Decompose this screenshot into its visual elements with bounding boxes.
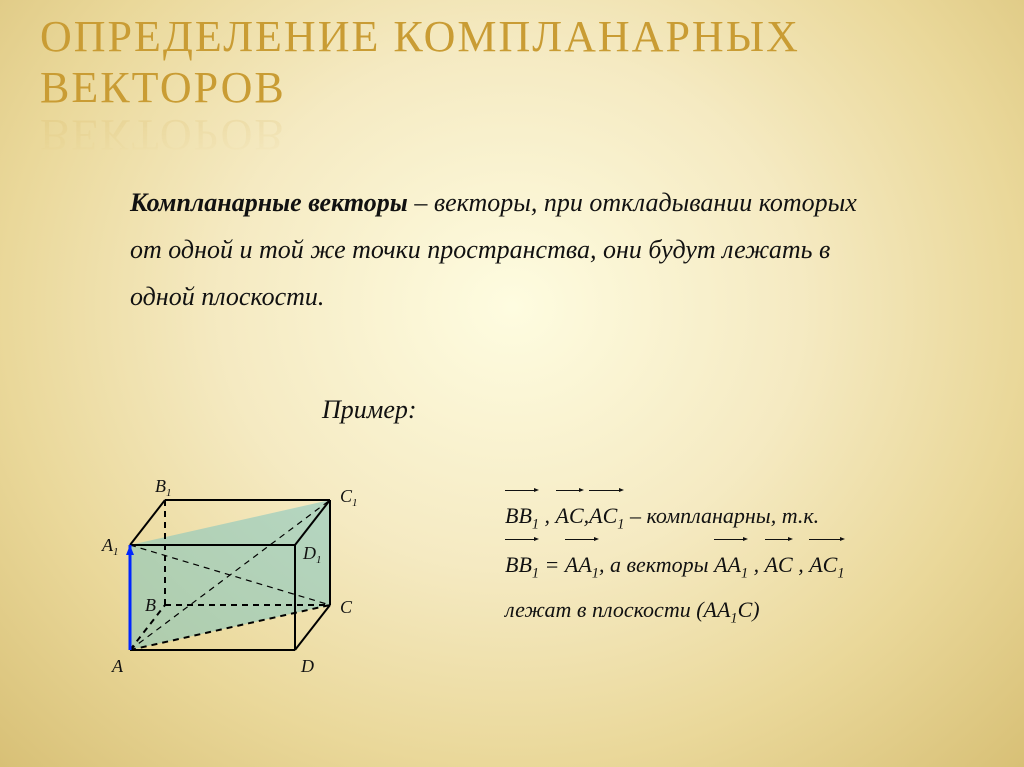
- math-line3-text: лежат в плоскости (AA: [505, 597, 730, 622]
- math-line1: BB1 , AC,AC1 – компланарны, т.к.: [505, 490, 845, 539]
- vertex-label-D: D: [300, 656, 314, 676]
- vector-BB1-b: BB1: [505, 539, 539, 588]
- title-reflection: ВЕКТОРОВ: [40, 109, 800, 160]
- vertex-label-B1: B1: [155, 476, 172, 499]
- vector-AC-b: AC: [765, 539, 793, 587]
- math-line2-mid: , а векторы: [599, 552, 714, 577]
- title-line2: ВЕКТОРОВ: [40, 63, 800, 114]
- definition-paragraph: Компланарные векторы – векторы, при откл…: [130, 180, 890, 320]
- edge-visible: [295, 605, 330, 650]
- edge-visible: [130, 500, 165, 545]
- math-explanation: BB1 , AC,AC1 – компланарны, т.к. BB1 = A…: [505, 490, 845, 633]
- title-block: ОПРЕДЕЛЕНИЕ КОМПЛАНАРНЫХ ВЕКТОРОВ ВЕКТОР…: [40, 12, 800, 160]
- vector-BB1: BB1: [505, 490, 539, 539]
- vector-AC: AC: [556, 490, 584, 538]
- example-label: Пример:: [322, 395, 417, 425]
- vector-AC1: AC1: [589, 490, 624, 539]
- vertex-label-C: C: [340, 597, 353, 617]
- vertex-label-C1: C1: [340, 486, 358, 509]
- math-line1-tail: – компланарны, т.к.: [624, 503, 819, 528]
- vector-AC1-b: AC1: [809, 539, 844, 588]
- vertex-label-A1: A1: [101, 535, 119, 558]
- math-line3-sub: 1: [730, 610, 737, 626]
- vertex-label-A: A: [111, 656, 124, 676]
- definition-term: Компланарные векторы: [130, 188, 408, 217]
- vector-AA1: AA1: [565, 539, 599, 588]
- math-line3: лежат в плоскости (AA1C): [505, 588, 845, 633]
- slide-page: ОПРЕДЕЛЕНИЕ КОМПЛАНАРНЫХ ВЕКТОРОВ ВЕКТОР…: [0, 0, 1024, 767]
- vertex-label-B: B: [145, 595, 156, 615]
- cuboid-diagram: ADBCA1D1B1C1: [90, 450, 390, 700]
- math-line3-end: C): [738, 597, 760, 622]
- math-line2: BB1 = AA1, а векторы AA1 , AC , AC1: [505, 539, 845, 588]
- title-line1: ОПРЕДЕЛЕНИЕ КОМПЛАНАРНЫХ: [40, 12, 800, 63]
- vector-AA1-b: AA1: [714, 539, 748, 588]
